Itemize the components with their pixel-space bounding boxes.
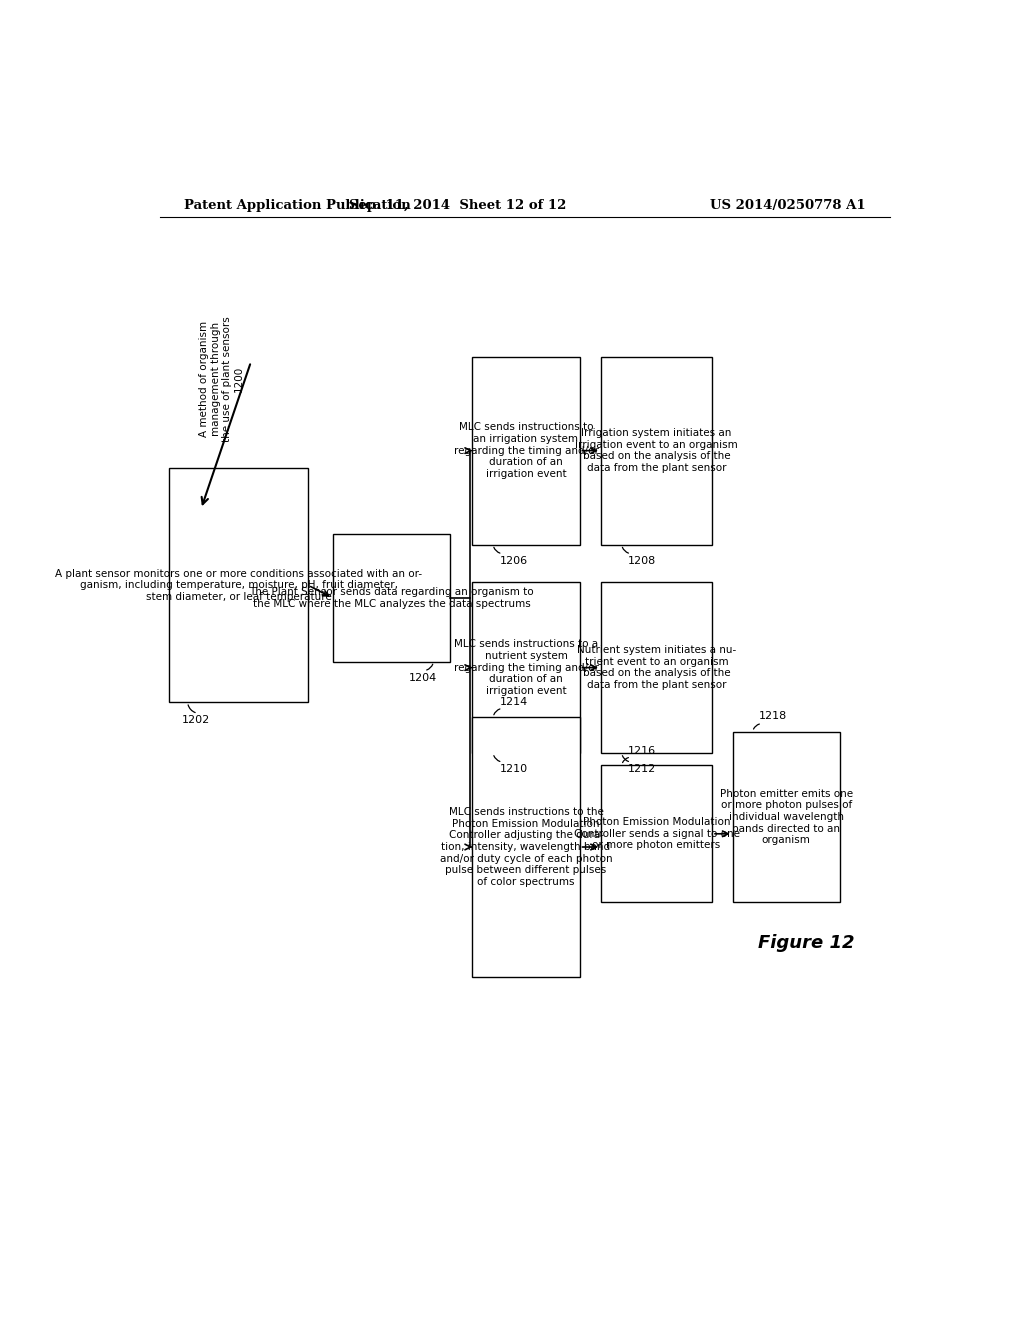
Bar (333, 535, 451, 661)
Bar (472, 718, 580, 977)
Bar (472, 582, 580, 752)
Text: US 2014/0250778 A1: US 2014/0250778 A1 (711, 199, 866, 213)
Text: 1214: 1214 (500, 697, 527, 708)
Text: The Plant Sensor sends data regarding an organism to
the MLC where the MLC analy: The Plant Sensor sends data regarding an… (249, 587, 534, 609)
Text: 1202: 1202 (182, 715, 210, 726)
Text: Irrigation system initiates an
irrigation event to an organism
based on the anal: Irrigation system initiates an irrigatio… (575, 428, 738, 473)
Text: 1206: 1206 (500, 556, 527, 566)
Text: Patent Application Publication: Patent Application Publication (183, 199, 411, 213)
Text: Photon Emission Modulation
Controller sends a signal to one
or more photon emitt: Photon Emission Modulation Controller se… (573, 817, 739, 850)
Bar (601, 766, 712, 903)
Text: 1208: 1208 (628, 556, 656, 566)
Text: Figure 12: Figure 12 (759, 935, 855, 952)
Text: 1218: 1218 (759, 711, 787, 722)
Text: A plant sensor monitors one or more conditions associated with an or-
ganism, in: A plant sensor monitors one or more cond… (55, 569, 422, 602)
Text: A method of organism
management through
the use of plant sensors
1200: A method of organism management through … (200, 315, 244, 442)
Text: 1210: 1210 (500, 764, 527, 774)
Text: Sep. 11, 2014  Sheet 12 of 12: Sep. 11, 2014 Sheet 12 of 12 (348, 199, 566, 213)
Bar (601, 582, 712, 752)
Text: MLC sends instructions to the
Photon Emission Modulation
Controller adjusting th: MLC sends instructions to the Photon Emi… (439, 808, 612, 887)
Bar (472, 356, 580, 545)
Text: 1204: 1204 (410, 673, 437, 682)
Text: Photon emitter emits one
or more photon pulses of
individual wavelength
bands di: Photon emitter emits one or more photon … (720, 789, 853, 845)
Text: MLC sends instructions to a
nutrient system
regarding the timing and/or
duration: MLC sends instructions to a nutrient sys… (454, 639, 598, 696)
Bar (601, 356, 712, 545)
Bar (733, 731, 840, 903)
Text: Nutrient system initiates a nu-
trient event to an organism
based on the analysi: Nutrient system initiates a nu- trient e… (577, 645, 736, 690)
Text: 1216: 1216 (628, 746, 656, 756)
Text: MLC sends instructions to
an irrigation system
regarding the timing and/or
durat: MLC sends instructions to an irrigation … (454, 422, 598, 479)
Bar (169, 469, 308, 702)
Text: 1212: 1212 (628, 764, 656, 774)
